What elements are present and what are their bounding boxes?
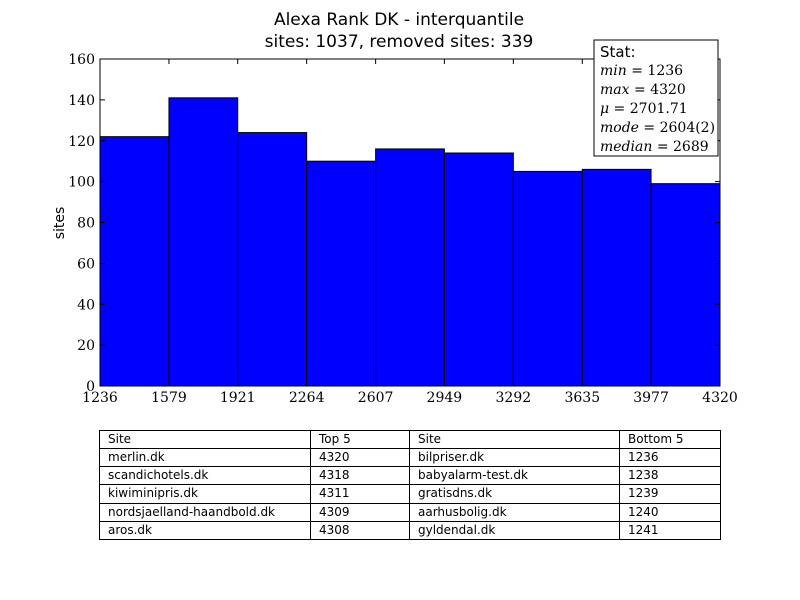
table-cell: 4308: [310, 520, 410, 541]
y-tick-label: 60: [77, 256, 95, 272]
histogram-bar: [581, 168, 652, 387]
table-cell: scandichotels.dk: [99, 466, 311, 486]
y-tick-label: 40: [77, 297, 95, 313]
table-header-row: Site Top 5 Site Bottom 5: [99, 430, 721, 449]
table-row: scandichotels.dk 4318 babyalarm-test.dk 123…: [99, 466, 721, 486]
y-tick-label: 80: [77, 216, 95, 232]
table-cell: 1236: [619, 447, 721, 468]
table-header-cell: Site: [409, 430, 620, 449]
table-cell: 4309: [310, 502, 410, 522]
histogram-bar: [443, 152, 514, 387]
table-cell: gyldendal.dk: [409, 520, 620, 541]
y-tick-label: 0: [86, 379, 95, 395]
table-cell: aarhusbolig.dk: [409, 502, 620, 522]
table-cell: bilpriser.dk: [409, 447, 620, 468]
stat-line-mean: μ = 2701.71: [600, 101, 688, 117]
table-header-cell: Bottom 5: [619, 430, 721, 449]
table-cell: 1239: [619, 484, 721, 504]
y-tick-label: 120: [68, 134, 95, 150]
table-cell: gratisdns.dk: [409, 484, 620, 504]
table-cell: 1238: [619, 466, 721, 486]
stat-line-mode: mode = 2604(2): [600, 120, 715, 136]
x-tick-label: 2264: [289, 390, 325, 406]
x-tick-label: 1579: [151, 390, 187, 406]
stat-line-median: median = 2689: [600, 139, 709, 155]
table-cell: 1240: [619, 502, 721, 522]
table-cell: nordsjaelland-haandbold.dk: [99, 502, 311, 522]
x-tick-label: 3292: [496, 390, 532, 406]
x-tick-label: 2607: [358, 390, 394, 406]
table-cell: 1241: [619, 520, 721, 541]
histogram-bar: [512, 170, 583, 387]
x-tick-label: 4320: [702, 390, 738, 406]
table-header-cell: Site: [99, 430, 311, 449]
stat-box: Stat: min = 1236 max = 4320 μ = 2701.71 …: [593, 39, 719, 157]
chart-title: Alexa Rank DK - interquantile: [274, 10, 524, 30]
x-tick-label: 3635: [564, 390, 600, 406]
table-cell: 4311: [310, 484, 410, 504]
x-tick-label: 3977: [633, 390, 669, 406]
histogram-bar: [306, 160, 377, 387]
y-tick-label: 100: [68, 175, 95, 191]
table-cell: aros.dk: [99, 520, 311, 541]
table-cell: 4318: [310, 466, 410, 486]
x-tick-label: 2949: [427, 390, 463, 406]
table-row: nordsjaelland-haandbold.dk 4309 aarhusboli…: [99, 502, 721, 522]
table-cell: 4320: [310, 447, 410, 468]
stat-line-max: max = 4320: [600, 82, 686, 98]
table-header-cell: Top 5: [310, 430, 410, 449]
stat-heading: Stat:: [600, 43, 636, 61]
x-tick-label: 1236: [82, 390, 118, 406]
y-tick-label: 140: [68, 93, 95, 109]
histogram-bar: [237, 132, 308, 387]
x-tick-label: 1921: [220, 390, 256, 406]
chart-subtitle: sites: 1037, removed sites: 339: [265, 32, 534, 52]
histogram-bar: [650, 183, 721, 387]
y-tick-label: 160: [68, 52, 95, 68]
table-row: kiwiminipris.dk 4311 gratisdns.dk 1239: [99, 484, 721, 504]
table-cell: babyalarm-test.dk: [409, 466, 620, 486]
histogram-bar: [168, 97, 239, 387]
table-cell: kiwiminipris.dk: [99, 484, 311, 504]
table-row: merlin.dk 4320 bilpriser.dk 1236: [99, 447, 721, 468]
y-tick-label: 20: [77, 338, 95, 354]
top-bottom-table: Site Top 5 Site Bottom 5 merlin.dk 4320 bilpr…: [99, 430, 721, 541]
table-cell: merlin.dk: [99, 447, 311, 468]
y-axis-label: sites: [52, 207, 68, 240]
histogram-bar: [99, 136, 170, 387]
histogram-chart: Alexa Rank DK - interquantile sites: 103…: [52, 10, 738, 406]
histogram-bar: [375, 148, 445, 387]
stat-box-frame: [593, 39, 719, 157]
stat-line-min: min = 1236: [600, 63, 683, 79]
table-row: aros.dk 4308 gyldendal.dk 1241: [99, 520, 721, 541]
